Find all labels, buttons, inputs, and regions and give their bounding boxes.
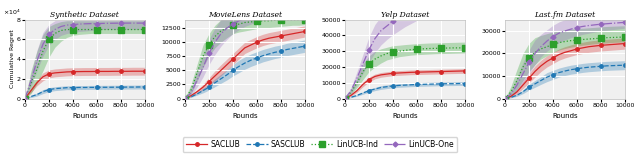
X-axis label: Rounds: Rounds xyxy=(392,113,418,119)
Title: MovieLens Dataset: MovieLens Dataset xyxy=(208,11,282,19)
X-axis label: Rounds: Rounds xyxy=(72,113,98,119)
X-axis label: Rounds: Rounds xyxy=(552,113,578,119)
Y-axis label: Cumulative Regret: Cumulative Regret xyxy=(10,30,15,88)
Title: Synthetic Dataset: Synthetic Dataset xyxy=(51,11,119,19)
Text: $\times10^4$: $\times10^4$ xyxy=(3,7,21,17)
Legend: SACLUB, SASCLUB, LinUCB-Ind, LinUCB-One: SACLUB, SASCLUB, LinUCB-Ind, LinUCB-One xyxy=(183,137,457,152)
X-axis label: Rounds: Rounds xyxy=(232,113,258,119)
Title: Yelp Dataset: Yelp Dataset xyxy=(381,11,429,19)
Title: Last.fm Dataset: Last.fm Dataset xyxy=(534,11,595,19)
